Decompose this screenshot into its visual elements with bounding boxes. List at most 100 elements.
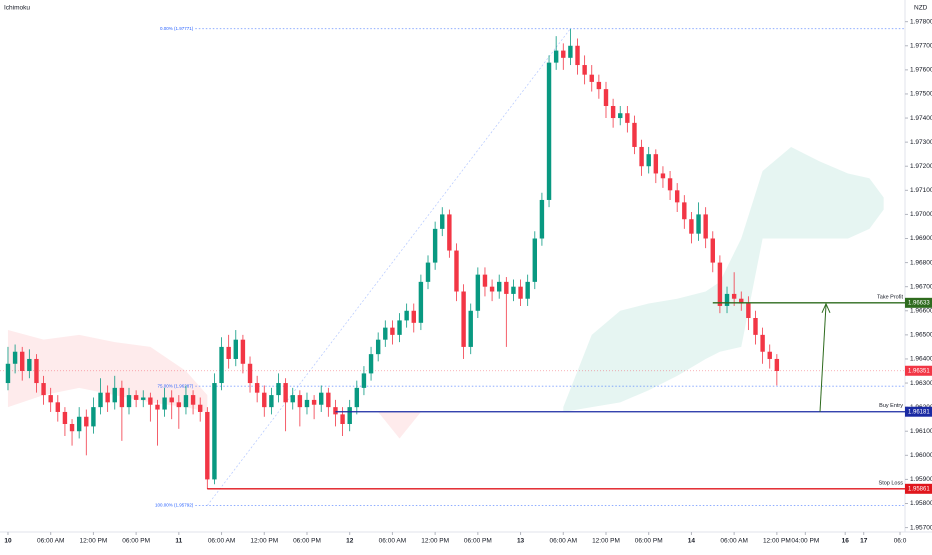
candle-body xyxy=(682,202,687,220)
candle-body xyxy=(254,383,260,393)
candle-body xyxy=(48,395,53,403)
target-arrow xyxy=(819,304,827,412)
y-tick-label: 1.97700 xyxy=(910,42,932,49)
candle-body xyxy=(511,286,516,294)
x-tick-label: 12 xyxy=(346,538,354,545)
candle-body xyxy=(375,339,381,355)
candle-body xyxy=(767,351,772,359)
candle-body xyxy=(76,416,82,432)
x-tick-label: 06:00 PM xyxy=(122,538,150,545)
candle-body xyxy=(504,281,509,294)
candle-body xyxy=(354,387,360,408)
x-tick-label: 06:00 AM xyxy=(37,538,64,545)
candle-body xyxy=(653,154,659,174)
x-tick-label: 12:00 PM xyxy=(592,538,620,545)
candle-body xyxy=(632,122,637,147)
candle-body xyxy=(639,146,644,167)
candle-body xyxy=(304,399,310,408)
x-tick-label: 17 xyxy=(860,538,868,545)
candle-body xyxy=(425,262,431,282)
candle-body xyxy=(276,383,281,396)
candle-body xyxy=(703,214,708,239)
candle-body xyxy=(432,228,438,263)
candle-body xyxy=(62,411,68,424)
candle-body xyxy=(525,281,530,299)
x-tick-label: 04:00 PM xyxy=(791,538,819,545)
candle-body xyxy=(739,298,744,304)
x-tick-label: 06:00 PM xyxy=(635,538,663,545)
candle-body xyxy=(176,402,182,408)
candle-body xyxy=(618,113,623,119)
fib-level-label: 100.00% (1.95792) xyxy=(155,503,194,508)
candle-body xyxy=(746,303,751,318)
y-tick-label: 1.96700 xyxy=(910,283,932,290)
trade-level-name: Take Profit xyxy=(877,294,903,300)
price-tag-label: 1.96181 xyxy=(908,409,930,415)
candle-body xyxy=(753,318,758,335)
candle-body xyxy=(674,190,680,203)
candle-body xyxy=(133,395,139,400)
candle-body xyxy=(440,214,445,229)
x-tick-label: 06:00 AM xyxy=(379,538,406,545)
candle-body xyxy=(212,383,217,480)
target-arrowhead xyxy=(821,302,831,314)
candle-body xyxy=(596,81,602,90)
candle-body xyxy=(532,238,538,282)
x-tick-label: 12:00 PM xyxy=(250,538,278,545)
candle-body xyxy=(283,383,288,403)
candle-body xyxy=(582,65,587,75)
y-tick-label: 1.96500 xyxy=(910,332,932,339)
candle-body xyxy=(169,397,174,403)
y-tick-label: 1.96100 xyxy=(910,428,932,435)
x-tick-label: 06:00 PM xyxy=(464,538,492,545)
candle-body xyxy=(404,310,409,321)
x-tick-label: 16 xyxy=(842,538,850,545)
price-tag xyxy=(905,483,932,494)
fib-level-label: 0.00% (1.97771) xyxy=(160,26,194,31)
candle-body xyxy=(91,407,96,427)
y-tick-label: 1.97600 xyxy=(910,67,932,74)
trade-level-name: Buy Entry xyxy=(879,403,903,409)
indicator-title: Ichimoku xyxy=(4,5,30,12)
x-tick-label: 12:00 PM xyxy=(79,538,107,545)
candle-body xyxy=(553,50,559,63)
ichimoku-cloud xyxy=(378,411,421,439)
candle-body xyxy=(489,286,495,292)
price-tag xyxy=(905,297,932,308)
candle-body xyxy=(539,199,545,239)
x-tick-label: 14 xyxy=(688,538,696,545)
candle-body xyxy=(12,351,18,364)
candle-body xyxy=(447,214,452,251)
candle-body xyxy=(55,402,61,412)
candle-body xyxy=(589,74,594,82)
candle-body xyxy=(190,395,196,405)
x-tick-label: 11 xyxy=(175,538,182,545)
candle-body xyxy=(197,404,203,412)
y-tick-label: 1.97000 xyxy=(910,211,932,218)
candle-body xyxy=(646,154,651,167)
candle-body xyxy=(226,346,231,359)
x-tick-label: 10 xyxy=(4,538,12,545)
candle-body xyxy=(240,339,246,364)
y-tick-label: 1.96600 xyxy=(910,307,932,314)
candle-body xyxy=(667,178,673,191)
candle-body xyxy=(311,399,317,405)
price-tag-label: 1.96633 xyxy=(908,300,930,306)
candle-body xyxy=(162,397,167,410)
x-tick-label: 06:00 PM xyxy=(293,538,321,545)
ichimoku-cloud xyxy=(7,330,208,412)
candle-body xyxy=(98,392,103,408)
candle-body xyxy=(731,293,737,299)
price-tag xyxy=(905,406,932,417)
y-tick-label: 1.97400 xyxy=(910,115,932,122)
candle-body xyxy=(710,238,715,263)
candle-body xyxy=(183,395,189,408)
x-tick-label: 06:0 xyxy=(894,538,907,545)
candle-body xyxy=(625,113,630,123)
fib-level-label: 75.00% (1.96287) xyxy=(158,383,194,388)
candle-body xyxy=(69,424,75,432)
candle-body xyxy=(247,363,253,384)
y-tick-label: 1.95700 xyxy=(910,524,932,531)
candle-body xyxy=(568,45,573,58)
